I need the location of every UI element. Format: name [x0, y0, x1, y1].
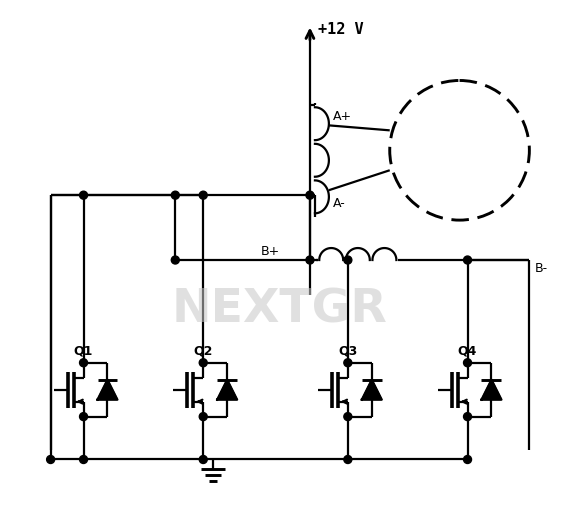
Text: B+: B+: [261, 245, 280, 258]
Circle shape: [199, 413, 208, 421]
Circle shape: [47, 455, 54, 463]
Circle shape: [80, 191, 87, 199]
Text: Q3: Q3: [338, 345, 357, 358]
Text: B-: B-: [534, 262, 547, 275]
Circle shape: [344, 455, 352, 463]
Circle shape: [306, 256, 314, 264]
Circle shape: [464, 455, 472, 463]
Circle shape: [171, 191, 179, 199]
Circle shape: [199, 191, 208, 199]
Circle shape: [80, 359, 87, 367]
Polygon shape: [217, 380, 237, 400]
Text: Q1: Q1: [74, 345, 93, 358]
Text: +12 V: +12 V: [318, 22, 364, 37]
Text: Q4: Q4: [458, 345, 477, 358]
Circle shape: [199, 455, 208, 463]
Circle shape: [344, 359, 352, 367]
Polygon shape: [481, 380, 502, 400]
Circle shape: [80, 413, 87, 421]
Circle shape: [344, 256, 352, 264]
Circle shape: [464, 256, 472, 264]
Circle shape: [199, 359, 208, 367]
Text: A-: A-: [333, 197, 346, 210]
Circle shape: [464, 413, 472, 421]
Circle shape: [80, 455, 87, 463]
Polygon shape: [98, 380, 117, 400]
Circle shape: [171, 256, 179, 264]
Text: Q2: Q2: [194, 345, 213, 358]
Circle shape: [344, 413, 352, 421]
Polygon shape: [362, 380, 381, 400]
Circle shape: [306, 191, 314, 199]
Text: NEXTGR: NEXTGR: [172, 287, 388, 332]
Circle shape: [464, 359, 472, 367]
Text: A+: A+: [333, 111, 352, 123]
